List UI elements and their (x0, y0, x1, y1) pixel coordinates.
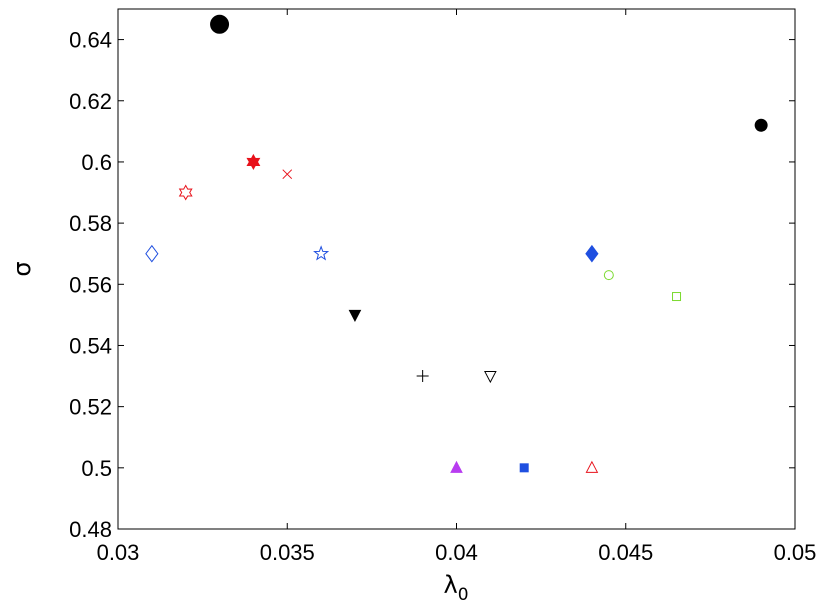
y-tick-labels: 0.48 0.5 0.52 0.54 0.56 0.58 0.6 0.62 0.64 (69, 28, 112, 542)
x-axis-label: λ0 (443, 571, 468, 605)
data-point-plus (416, 370, 429, 383)
axis-ticks (117, 9, 796, 530)
y-tick-label: 0.48 (69, 517, 112, 542)
data-point-star (313, 245, 330, 261)
data-point-diamond (145, 244, 159, 263)
y-axis-label: σ (8, 261, 36, 276)
data-point-square (519, 463, 529, 473)
y-tick-label: 0.64 (69, 28, 112, 53)
x-tick-label: 0.04 (435, 540, 478, 565)
y-tick-label: 0.62 (69, 89, 112, 114)
y-tick-label: 0.5 (81, 456, 112, 481)
y-tick-label: 0.56 (69, 272, 112, 297)
data-point-triangle-down (484, 371, 497, 384)
y-tick-label: 0.52 (69, 395, 112, 420)
x-axis-label-subscript: 0 (458, 585, 469, 605)
data-point-triangle-up (450, 460, 463, 473)
data-point-hexagram (246, 153, 261, 170)
data-point-triangle-down (348, 309, 362, 322)
x-tick-label: 0.05 (774, 540, 817, 565)
y-tick-label: 0.58 (69, 211, 112, 236)
data-point-x (282, 169, 293, 180)
data-point-diamond (585, 244, 599, 263)
x-tick-label: 0.03 (97, 540, 140, 565)
data-point-square (672, 292, 682, 302)
y-tick-label: 0.6 (81, 150, 112, 175)
plot-area (117, 8, 796, 530)
x-tick-labels: 0.03 0.035 0.04 0.045 0.05 (97, 540, 817, 565)
data-point-circle (603, 270, 614, 281)
x-tick-label: 0.035 (260, 540, 315, 565)
y-tick-label: 0.54 (69, 333, 112, 358)
data-point-triangle-up (585, 460, 599, 473)
x-tick-label: 0.045 (598, 540, 653, 565)
data-points (145, 14, 768, 473)
data-point-circle (754, 118, 768, 132)
data-point-hexagram (178, 184, 193, 201)
data-point-circle-large (210, 14, 230, 34)
